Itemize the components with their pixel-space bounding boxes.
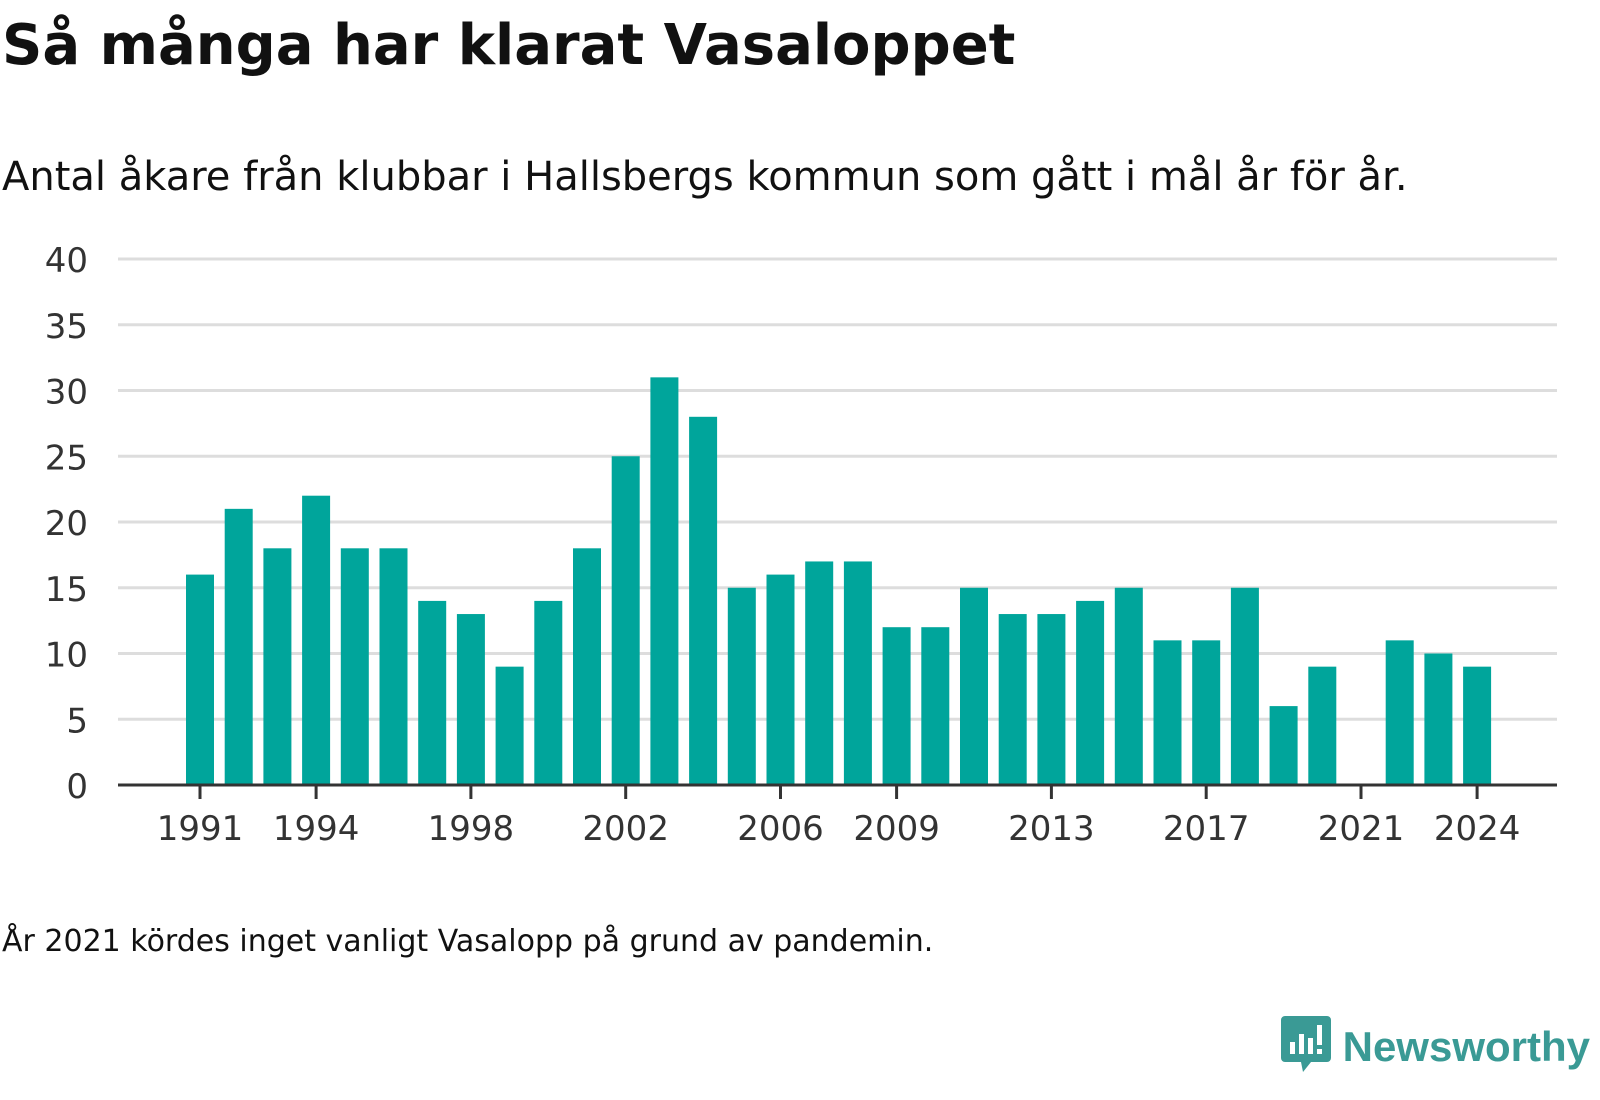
bar: [456, 614, 485, 785]
chart-footnote: År 2021 kördes inget vanligt Vasalopp på…: [2, 924, 934, 959]
bar: [1269, 706, 1298, 785]
bar: [495, 666, 524, 785]
bar: [805, 561, 834, 785]
bar: [921, 627, 950, 785]
bar: [1153, 640, 1182, 785]
x-tick-label: 1994: [273, 809, 360, 849]
y-tick-label: 25: [45, 438, 88, 478]
y-tick-label: 0: [66, 767, 88, 807]
bar: [843, 561, 872, 785]
bar: [1463, 666, 1492, 785]
x-tick-label: 2013: [1008, 809, 1095, 849]
bar: [340, 548, 369, 785]
bars: [186, 377, 1492, 785]
bar: [611, 456, 640, 785]
brand-name: Newsworthy: [1342, 1023, 1590, 1070]
chart-title: Så många har klarat Vasaloppet: [2, 13, 1016, 78]
x-tick-label: 2017: [1163, 809, 1250, 849]
bar: [1385, 640, 1414, 785]
bar-chart-speech-bubble-icon: [1280, 1016, 1331, 1078]
y-tick-label: 10: [45, 636, 88, 676]
x-tick-label: 1998: [428, 809, 515, 849]
x-tick-label: 2006: [737, 809, 824, 849]
bar: [1308, 666, 1337, 785]
chart-subtitle: Antal åkare från klubbar i Hallsbergs ko…: [2, 154, 1408, 200]
bar: [418, 600, 447, 785]
gridlines: [118, 257, 1557, 721]
bar: [1114, 587, 1143, 785]
x-tick-label: 2021: [1318, 809, 1405, 849]
x-tick-label: 1991: [157, 809, 244, 849]
bar: [1192, 640, 1221, 785]
x-tick-label: 2009: [853, 809, 940, 849]
bar: [727, 587, 756, 785]
y-axis-ticks: 0 5 10 15 20 25 30 35 40: [45, 241, 88, 807]
bar: [766, 574, 795, 785]
x-tick-label: 2002: [582, 809, 669, 849]
bar: [1076, 600, 1105, 785]
y-tick-label: 40: [45, 241, 88, 281]
bar: [689, 416, 718, 785]
y-tick-label: 15: [45, 570, 88, 610]
bar: [534, 600, 563, 785]
bar: [960, 587, 988, 785]
bar: [224, 508, 253, 785]
bar: [650, 377, 679, 785]
newsworthy-brand: Newsworthy: [1280, 1016, 1590, 1078]
x-axis-ticks: 1991 1994 1998 2002 2006 2009 2013 2017 2021 2024: [157, 785, 1521, 849]
bar-chart: 0 5 10 15 20 25 30 35 40 1991 1994 1998 2002 2006 200…: [45, 241, 1557, 849]
bar: [1424, 653, 1453, 785]
bar: [263, 548, 292, 785]
x-tick-label: 2024: [1434, 809, 1521, 849]
y-tick-label: 35: [45, 307, 88, 347]
bar: [302, 495, 331, 785]
bar: [882, 627, 911, 785]
y-tick-label: 20: [45, 504, 88, 544]
bar: [573, 548, 601, 785]
y-tick-label: 5: [66, 701, 88, 741]
bar: [1037, 614, 1066, 785]
y-tick-label: 30: [45, 373, 88, 413]
bar: [1230, 587, 1259, 785]
bar: [998, 614, 1027, 785]
bar: [186, 574, 214, 785]
bar: [379, 548, 408, 785]
